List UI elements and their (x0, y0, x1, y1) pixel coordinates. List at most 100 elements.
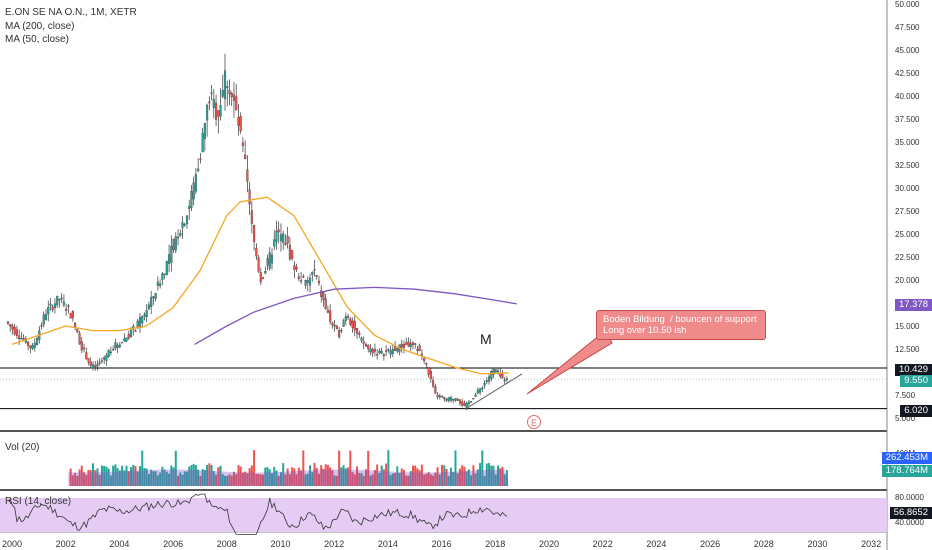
volume-bar (253, 450, 256, 486)
volume-bar (239, 466, 242, 486)
price-tick-label: 5.000 (895, 414, 916, 423)
candle-body (141, 316, 144, 324)
candle-body (109, 351, 112, 354)
candle-body (454, 398, 457, 401)
candle-body (440, 395, 444, 398)
volume-bar (358, 472, 361, 486)
candle-body (89, 361, 92, 366)
vol-ma-tag: 262.453M (881, 452, 932, 464)
candle-body (134, 330, 137, 332)
candle-body (239, 116, 242, 132)
candle-body (168, 254, 171, 264)
volume-bar (255, 473, 258, 486)
volume-bar (248, 468, 251, 486)
price-tick-label: 20.000 (895, 276, 920, 285)
candle-body (159, 283, 162, 286)
volume-bar (156, 475, 159, 486)
candle-body (9, 324, 12, 327)
volume-bar (432, 475, 435, 486)
volume-bar (161, 466, 164, 486)
candle-body (100, 360, 103, 362)
volume-bar (373, 469, 376, 486)
candle-body (197, 168, 200, 171)
volume-bar (100, 465, 103, 486)
candle-body (335, 325, 338, 329)
volume-bar (170, 465, 173, 486)
candle-body (291, 249, 294, 259)
candle-body (315, 275, 318, 277)
candle-body (208, 101, 211, 104)
candle-body (382, 354, 385, 357)
price-tick-label: 27.500 (895, 207, 920, 216)
volume-bar (94, 470, 97, 486)
volume-bar (279, 472, 282, 486)
candle-body (474, 394, 477, 397)
volume-bar (266, 467, 269, 486)
candle-body (300, 280, 303, 282)
annotation-line-2: Long over 10.50 ish (603, 325, 687, 336)
volume-bar (505, 470, 508, 486)
volume-bar (364, 469, 367, 486)
volume-bar (270, 473, 273, 486)
volume-bar (496, 465, 499, 486)
volume-bar (463, 466, 466, 486)
candle-body (259, 272, 262, 283)
volume-bar (114, 464, 117, 486)
candle-body (235, 96, 238, 111)
volume-bar (409, 471, 412, 486)
candle-body (13, 327, 16, 335)
earnings-badge[interactable]: E (527, 415, 541, 429)
candle-body (302, 276, 305, 278)
volume-bar (224, 475, 227, 486)
volume-bar (429, 474, 432, 486)
candle-body (179, 232, 182, 237)
volume-bar (333, 475, 336, 486)
volume-bar (400, 468, 403, 486)
candle-body (329, 310, 332, 322)
x-tick-label: 2022 (593, 539, 613, 549)
volume-bar (277, 475, 280, 486)
candle-body (228, 89, 231, 94)
rsi-tick-label: 80.0000 (895, 493, 924, 502)
pattern-label: M (480, 331, 492, 347)
price-tick-label: 40.000 (895, 92, 920, 101)
volume-bar (107, 468, 110, 486)
volume-bar (177, 475, 180, 486)
candle-body (98, 362, 101, 364)
volume-bar (230, 475, 233, 486)
candle-body (230, 93, 233, 98)
candle-body (358, 332, 361, 335)
volume-bar (172, 467, 175, 486)
volume-bar (163, 469, 166, 486)
candle-body (87, 358, 90, 363)
candle-body (219, 104, 222, 117)
candle-body (94, 365, 97, 367)
volume-bar (456, 473, 459, 486)
volume-bar (246, 473, 249, 486)
annotation-callout[interactable]: Boden Bildung / bouncen of support Long … (596, 310, 766, 340)
candle-body (445, 399, 448, 401)
candle-body (188, 206, 191, 209)
volume-bar (76, 475, 79, 486)
x-tick-label: 2000 (2, 539, 22, 549)
volume-bar (188, 466, 191, 486)
vol-last-tag: 178.764M (881, 465, 932, 477)
support-price-tag: 6.020 (900, 405, 932, 417)
volume-bar (143, 468, 146, 486)
volume-bar (264, 467, 267, 486)
volume-bar (452, 472, 455, 486)
volume-bar (503, 474, 506, 486)
candle-body (353, 320, 356, 331)
candle-body (387, 349, 390, 351)
volume-bar (206, 464, 209, 486)
candle-body (355, 328, 359, 334)
candle-body (288, 244, 291, 260)
candle-body (71, 311, 74, 319)
candle-body (373, 348, 376, 352)
candle-body (246, 169, 249, 182)
candle-body (425, 363, 428, 365)
x-tick-label: 2010 (270, 539, 290, 549)
volume-legend: Vol (20) (5, 442, 40, 453)
candle-body (136, 320, 139, 328)
